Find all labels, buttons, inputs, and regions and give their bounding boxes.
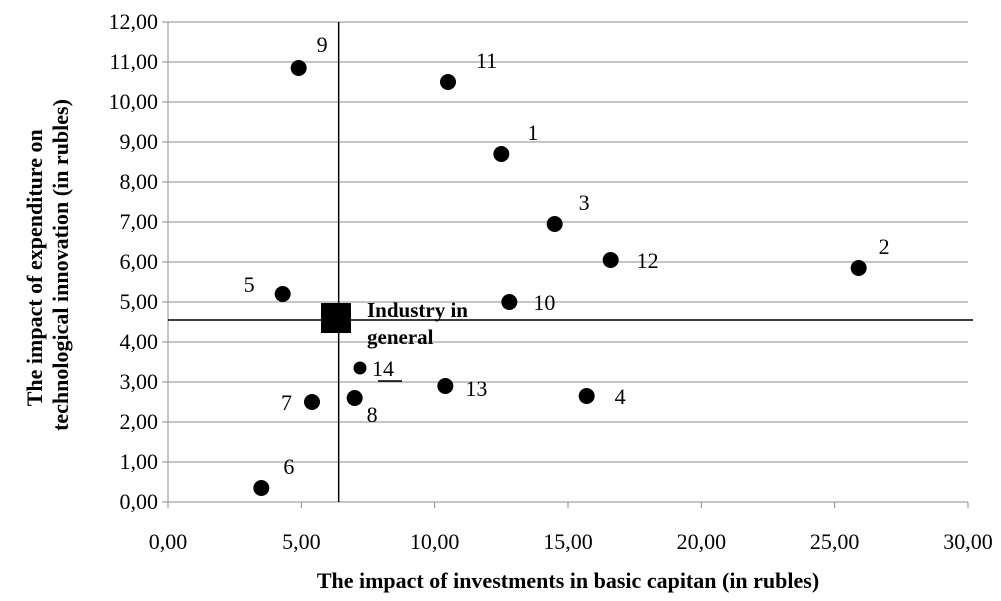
- data-point-14: [353, 361, 367, 375]
- y-tick-label: 6,00: [120, 249, 159, 274]
- reference-lines: [168, 22, 973, 502]
- y-tick-label: 0,00: [120, 489, 159, 514]
- x-tick-label: 5,00: [282, 529, 321, 554]
- data-point-1: [493, 146, 510, 162]
- data-point-12: [602, 252, 619, 268]
- data-point-9: [290, 60, 307, 76]
- data-point-2: [850, 260, 867, 276]
- y-tick-label: 5,00: [120, 289, 159, 314]
- point-label-12: 12: [637, 248, 659, 273]
- data-point-11: [440, 74, 456, 90]
- point-label-8: 8: [367, 402, 378, 427]
- y-tick-label: 9,00: [120, 129, 159, 154]
- x-tick-labels: 0,00 5,00 10,00 15,00 20,00 25,00 30,00: [149, 529, 993, 554]
- industry-marker-group: Industry in general: [321, 298, 468, 349]
- point-label-1: 1: [527, 120, 538, 145]
- y-tick-label: 1,00: [120, 449, 159, 474]
- axes: [162, 21, 969, 508]
- industry-label-line-2: general: [367, 325, 434, 349]
- industry-marker: [321, 303, 351, 333]
- y-axis-title-line-1: The impact of expenditure on: [22, 129, 47, 406]
- point-label-13: 13: [465, 376, 487, 401]
- x-axis-title: The impact of investments in basic capit…: [317, 568, 819, 593]
- data-points: [253, 60, 867, 496]
- y-tick-label: 3,00: [120, 369, 159, 394]
- x-tick-label: 0,00: [149, 529, 188, 554]
- point-label-11: 11: [476, 48, 497, 73]
- y-axis-title: The impact of expenditure on technologic…: [22, 99, 73, 431]
- point-label-5: 5: [244, 272, 255, 297]
- data-point-7: [304, 394, 320, 410]
- data-point-4: [578, 388, 595, 404]
- y-tick-label: 4,00: [120, 329, 159, 354]
- point-label-10: 10: [533, 290, 555, 315]
- point-label-9: 9: [317, 32, 328, 57]
- data-point-5: [274, 286, 291, 302]
- point-label-14: 14: [372, 356, 394, 381]
- data-point-6: [253, 480, 270, 496]
- point-label-3: 3: [579, 190, 590, 215]
- y-axis-title-line-2: technological innovation (in rubles): [48, 99, 73, 431]
- y-tick-label: 8,00: [120, 169, 159, 194]
- x-tick-label: 10,00: [410, 529, 460, 554]
- x-tick-label: 20,00: [677, 529, 727, 554]
- x-tick-label: 30,00: [943, 529, 993, 554]
- y-tick-label: 12,00: [109, 9, 159, 34]
- data-point-8: [346, 390, 363, 406]
- x-tick-label: 25,00: [810, 529, 860, 554]
- point-label-2: 2: [879, 234, 890, 259]
- point-label-7: 7: [281, 390, 292, 415]
- point-label-4: 4: [615, 384, 626, 409]
- industry-label-line-1: Industry in: [367, 298, 468, 322]
- y-tick-labels: 0,00 1,00 2,00 3,00 4,00 5,00 6,00 7,00 8,00 9,00…: [109, 9, 159, 514]
- x-tick-label: 15,00: [543, 529, 593, 554]
- point-label-6: 6: [283, 454, 294, 479]
- y-tick-label: 10,00: [109, 89, 159, 114]
- y-tick-label: 2,00: [120, 409, 159, 434]
- y-tick-label: 7,00: [120, 209, 159, 234]
- data-point-10: [501, 294, 518, 310]
- data-point-3: [546, 216, 563, 232]
- data-point-13: [437, 378, 454, 394]
- y-tick-label: 11,00: [109, 49, 158, 74]
